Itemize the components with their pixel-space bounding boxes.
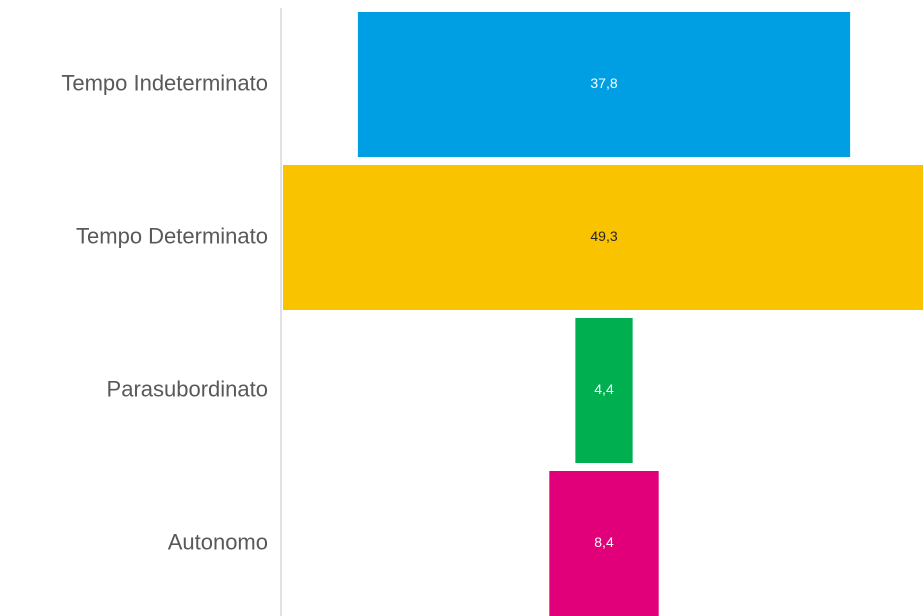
funnel-bar [283, 165, 923, 310]
value-label: 37,8 [590, 75, 617, 91]
value-label: 4,4 [594, 381, 614, 397]
funnel-bar [357, 12, 851, 157]
category-label: Autonomo [168, 529, 268, 554]
category-label: Tempo Determinato [76, 223, 268, 248]
category-label: Parasubordinato [107, 376, 268, 401]
value-label: 8,4 [594, 534, 614, 550]
category-label: Tempo Indeterminato [61, 70, 268, 95]
value-label: 49,3 [590, 228, 617, 244]
funnel-bar [575, 318, 633, 463]
funnel-bar [549, 471, 659, 616]
